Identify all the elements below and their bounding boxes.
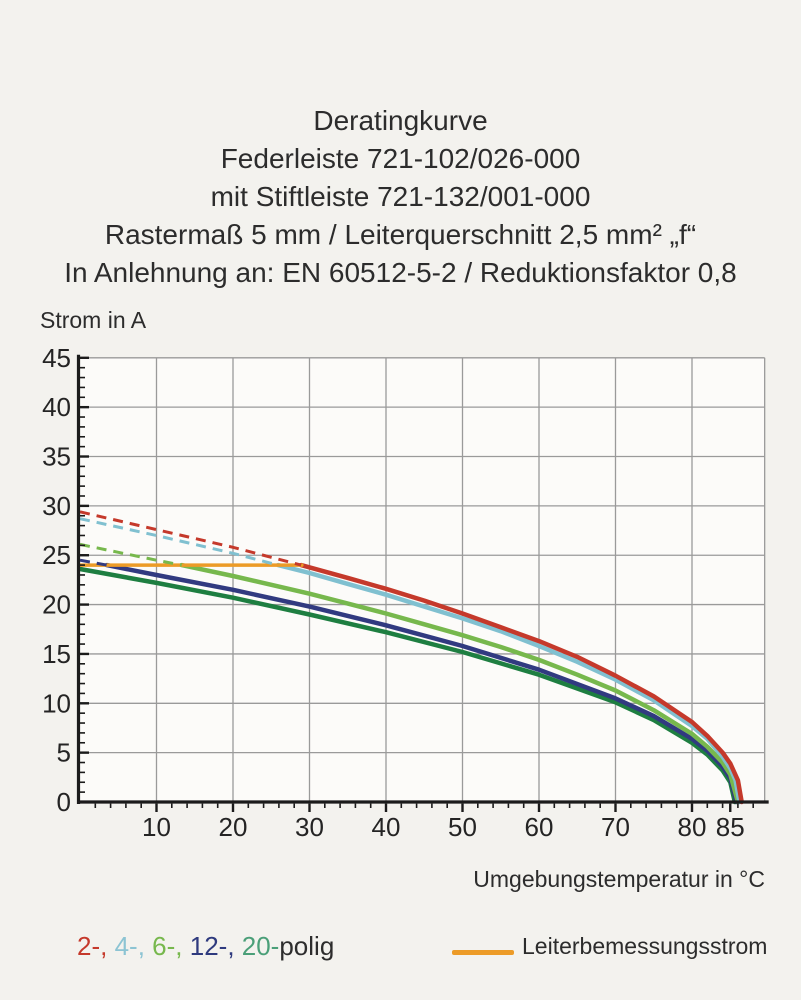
x-axis-title: Umgebungstemperatur in °C — [473, 866, 765, 892]
svg-text:85: 85 — [716, 812, 745, 842]
svg-text:40: 40 — [42, 392, 71, 422]
svg-text:0: 0 — [57, 787, 71, 817]
svg-text:70: 70 — [601, 812, 630, 842]
legend-pole-part: 6-, — [152, 931, 190, 961]
legend-pole-part: 20- — [241, 931, 280, 961]
svg-text:60: 60 — [525, 812, 554, 842]
svg-text:20: 20 — [42, 590, 71, 620]
rated-current-legend-label: Leiterbemessungsstrom — [522, 933, 768, 959]
title-line-4: Rastermaß 5 mm / Leiterquerschnitt 2,5 m… — [104, 219, 697, 250]
y-axis-title: Strom in A — [40, 307, 147, 333]
svg-text:10: 10 — [42, 688, 71, 718]
svg-text:50: 50 — [448, 812, 477, 842]
title-line-1: Deratingkurve — [313, 105, 488, 136]
title-line-3: mit Stiftleiste 721-132/001-000 — [210, 181, 591, 212]
poles-legend: 2-, 4-, 6-, 12-, 20-polig — [77, 931, 334, 962]
rated-current-line-swatch — [452, 950, 514, 955]
legend-pole-part: 12-, — [189, 931, 242, 961]
legend-pole-part: 2-, — [77, 931, 115, 961]
svg-text:20: 20 — [219, 812, 248, 842]
svg-text:25: 25 — [42, 540, 71, 570]
svg-text:5: 5 — [57, 738, 71, 768]
svg-text:15: 15 — [42, 639, 71, 669]
svg-text:30: 30 — [295, 812, 324, 842]
title-line-2: Federleiste 721-102/026-000 — [220, 143, 581, 174]
svg-text:80: 80 — [678, 812, 707, 842]
svg-text:40: 40 — [372, 812, 401, 842]
svg-text:30: 30 — [42, 491, 71, 521]
chart-title-block: Deratingkurve Federleiste 721-102/026-00… — [0, 102, 801, 292]
legend-pole-part: 4-, — [114, 931, 153, 961]
svg-text:35: 35 — [42, 442, 71, 472]
svg-text:45: 45 — [42, 343, 71, 373]
title-line-5: In Anlehnung an: EN 60512-5-2 / Reduktio… — [64, 257, 737, 288]
legend-pole-part: polig — [279, 931, 335, 961]
svg-text:10: 10 — [142, 812, 171, 842]
